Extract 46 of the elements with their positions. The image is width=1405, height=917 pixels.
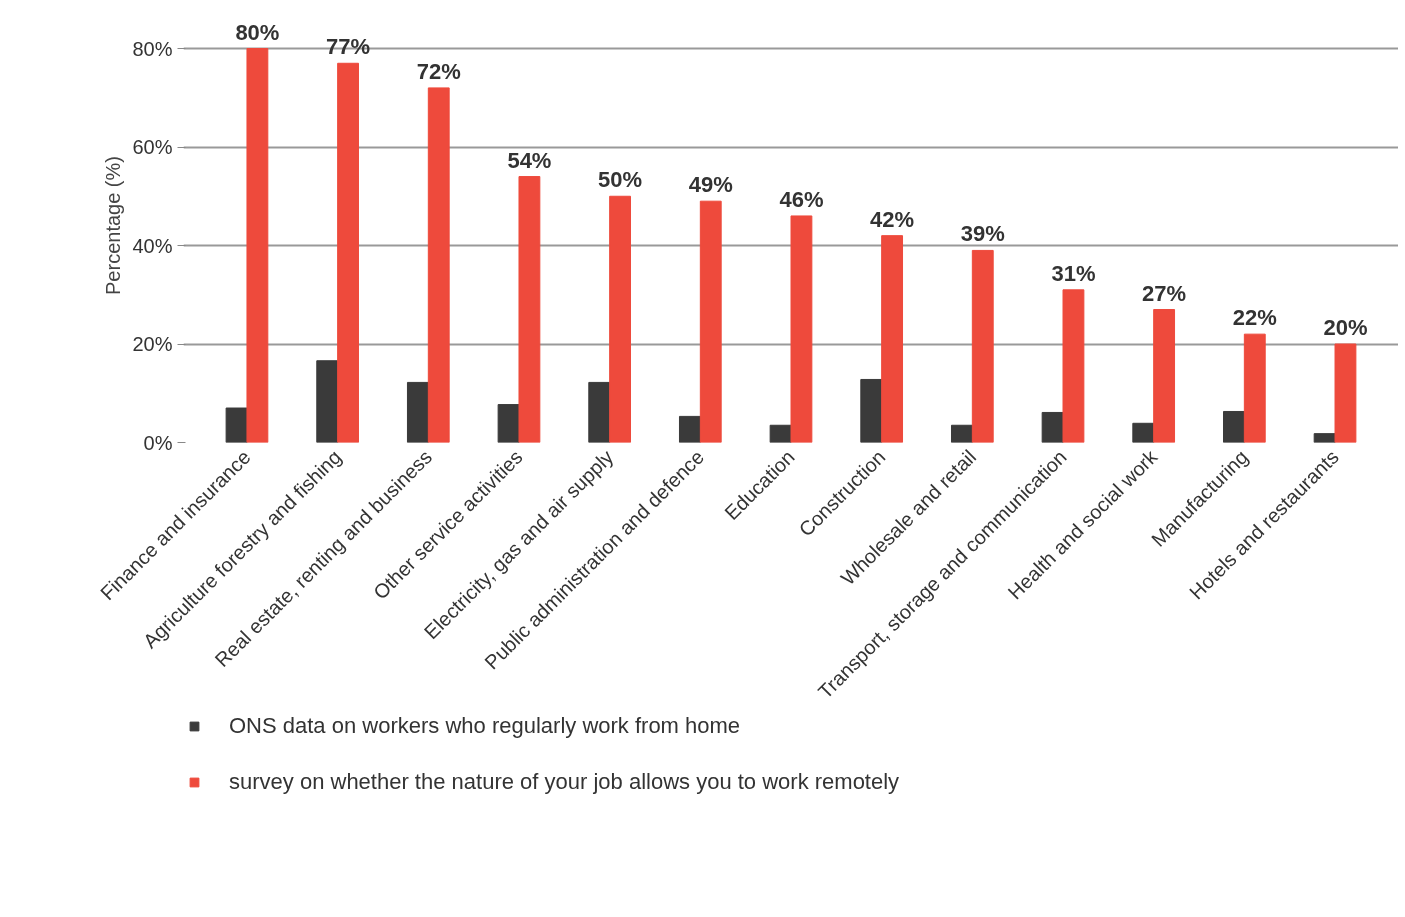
y-axis-title: Percentage (%) (102, 156, 125, 295)
data-label: 49% (688, 172, 733, 198)
data-label: 80% (235, 19, 280, 45)
bar (1334, 343, 1357, 443)
data-label: 50% (598, 167, 643, 193)
bar (225, 407, 248, 443)
y-tick-label: 20% (132, 333, 173, 355)
y-tick-label: 40% (132, 234, 173, 257)
data-label: 77% (326, 34, 371, 60)
bar (316, 360, 339, 443)
bar (950, 424, 973, 443)
bar (881, 235, 904, 443)
data-label: 42% (870, 206, 915, 232)
bar (246, 48, 269, 443)
bar (609, 195, 632, 443)
bar (497, 404, 520, 443)
bar (406, 381, 429, 443)
data-label: 72% (416, 58, 461, 84)
data-label: 46% (779, 186, 824, 212)
bar (1041, 411, 1064, 443)
bar (678, 415, 701, 443)
bar (971, 249, 994, 443)
data-label: 27% (1142, 280, 1187, 306)
y-tick-label: 60% (132, 136, 173, 158)
bar (699, 200, 722, 443)
data-label: 20% (1323, 315, 1368, 340)
y-tick-label: 80% (132, 37, 173, 60)
y-tick-label: 0% (143, 431, 173, 454)
data-label: 39% (960, 221, 1005, 247)
bar (769, 424, 792, 443)
data-label: 31% (1051, 260, 1096, 286)
bar (427, 87, 450, 443)
bar (588, 381, 611, 443)
bar (790, 215, 813, 443)
legend-label: ONS data on workers who regularly work from home (229, 713, 741, 739)
bar (860, 378, 883, 443)
data-label: 22% (1232, 305, 1277, 331)
bar (518, 176, 541, 443)
bar (337, 62, 359, 443)
data-label: 54% (507, 147, 552, 173)
bar (1223, 410, 1245, 443)
bar (1153, 309, 1176, 443)
bar (1132, 422, 1155, 443)
bar (1243, 333, 1266, 443)
legend-label: survey on whether the nature of your job allows you to work remotely (229, 769, 900, 795)
bar (1062, 289, 1085, 443)
